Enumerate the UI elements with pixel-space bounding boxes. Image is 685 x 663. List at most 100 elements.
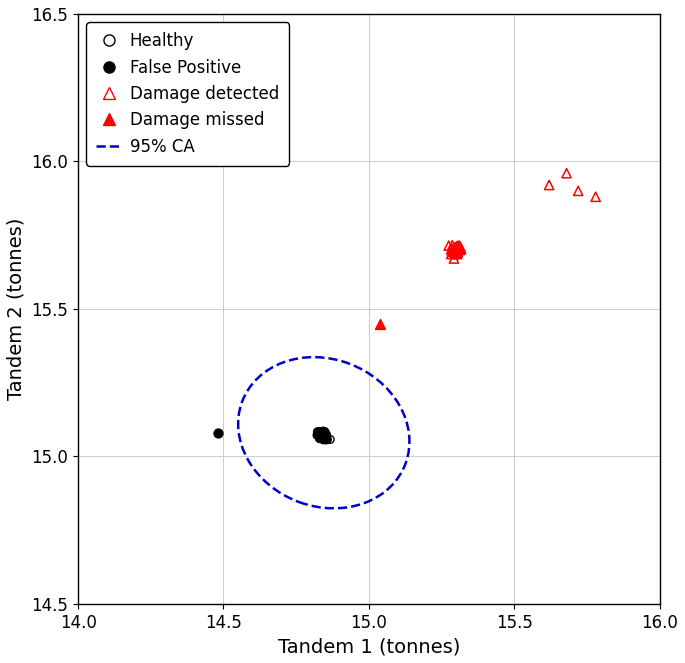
Healthy xyxy=(312,426,323,437)
Damage detected xyxy=(544,180,555,190)
Damage detected xyxy=(451,247,462,257)
Damage detected xyxy=(449,244,460,255)
Healthy xyxy=(315,431,326,442)
Damage detected xyxy=(449,249,460,259)
Damage detected xyxy=(452,245,463,256)
Healthy xyxy=(314,433,325,444)
Healthy xyxy=(313,431,324,442)
Healthy xyxy=(320,432,331,442)
Healthy xyxy=(314,433,325,444)
Healthy xyxy=(319,430,329,441)
Healthy xyxy=(312,428,323,438)
Healthy xyxy=(318,429,329,440)
Damage detected xyxy=(590,192,601,202)
Healthy xyxy=(319,431,329,442)
Damage detected xyxy=(561,168,572,178)
Healthy xyxy=(315,430,326,440)
False Positive xyxy=(212,428,223,438)
Healthy xyxy=(319,428,329,438)
Healthy xyxy=(319,431,330,442)
Healthy xyxy=(315,432,326,443)
Damage detected xyxy=(452,243,463,253)
Healthy xyxy=(318,432,329,443)
Healthy xyxy=(316,432,327,443)
Healthy xyxy=(318,434,329,445)
Damage detected xyxy=(453,243,464,253)
Healthy xyxy=(318,430,329,441)
Healthy xyxy=(321,430,332,440)
Healthy xyxy=(318,429,329,440)
Damage detected xyxy=(450,243,461,253)
Healthy xyxy=(320,434,331,445)
Damage detected xyxy=(449,244,460,255)
Healthy xyxy=(313,431,324,442)
Healthy xyxy=(321,435,332,446)
Healthy xyxy=(317,428,328,439)
Damage detected xyxy=(455,245,466,255)
Damage detected xyxy=(448,247,459,257)
Damage detected xyxy=(443,240,454,251)
Healthy xyxy=(320,434,331,444)
Damage detected xyxy=(446,244,457,255)
Damage detected xyxy=(448,243,459,254)
Healthy xyxy=(319,434,329,445)
Healthy xyxy=(318,432,329,443)
Legend: Healthy, False Positive, Damage detected, Damage missed, 95% CA: Healthy, False Positive, Damage detected… xyxy=(86,23,289,166)
Healthy xyxy=(319,433,330,444)
Damage detected xyxy=(447,246,458,257)
Healthy xyxy=(312,430,323,440)
Damage detected xyxy=(451,247,462,258)
Healthy xyxy=(316,431,327,442)
Damage detected xyxy=(452,242,463,253)
Healthy xyxy=(319,430,329,441)
Damage detected xyxy=(449,245,460,255)
Damage detected xyxy=(454,243,465,254)
Healthy xyxy=(318,430,329,441)
X-axis label: Tandem 1 (tonnes): Tandem 1 (tonnes) xyxy=(277,637,460,656)
Damage detected xyxy=(456,243,466,253)
Healthy xyxy=(318,430,329,441)
Healthy xyxy=(321,433,332,444)
Damage detected xyxy=(573,186,584,196)
Damage detected xyxy=(451,242,462,253)
Damage detected xyxy=(452,247,463,257)
Healthy xyxy=(315,427,326,438)
Healthy xyxy=(314,430,325,441)
Damage detected xyxy=(449,246,460,257)
Healthy xyxy=(314,434,325,444)
Healthy xyxy=(316,430,327,441)
Healthy xyxy=(322,434,333,445)
Healthy xyxy=(318,426,329,436)
Damage detected xyxy=(451,241,462,251)
Healthy xyxy=(316,427,327,438)
Damage detected xyxy=(450,242,461,253)
Damage detected xyxy=(452,247,463,257)
Healthy xyxy=(319,433,329,444)
Y-axis label: Tandem 2 (tonnes): Tandem 2 (tonnes) xyxy=(7,217,26,400)
Damage detected xyxy=(452,246,463,257)
Damage detected xyxy=(450,242,461,253)
Damage detected xyxy=(448,243,459,253)
Healthy xyxy=(316,430,327,440)
Healthy xyxy=(319,432,329,443)
Healthy xyxy=(319,430,330,440)
Healthy xyxy=(321,428,332,439)
Healthy xyxy=(325,434,336,445)
Damage detected xyxy=(456,243,466,254)
Healthy xyxy=(317,431,328,442)
Healthy xyxy=(316,430,327,441)
Damage detected xyxy=(450,243,461,253)
Damage detected xyxy=(447,246,458,257)
Healthy xyxy=(318,427,329,438)
Healthy xyxy=(318,432,329,442)
Damage detected xyxy=(451,249,462,259)
Healthy xyxy=(316,432,327,443)
Healthy xyxy=(319,432,329,443)
Damage detected xyxy=(449,253,460,264)
Healthy xyxy=(316,427,327,438)
Healthy xyxy=(320,432,331,442)
Damage detected xyxy=(451,243,462,253)
Damage detected xyxy=(454,240,465,251)
Damage detected xyxy=(449,245,460,255)
Damage detected xyxy=(450,244,461,255)
